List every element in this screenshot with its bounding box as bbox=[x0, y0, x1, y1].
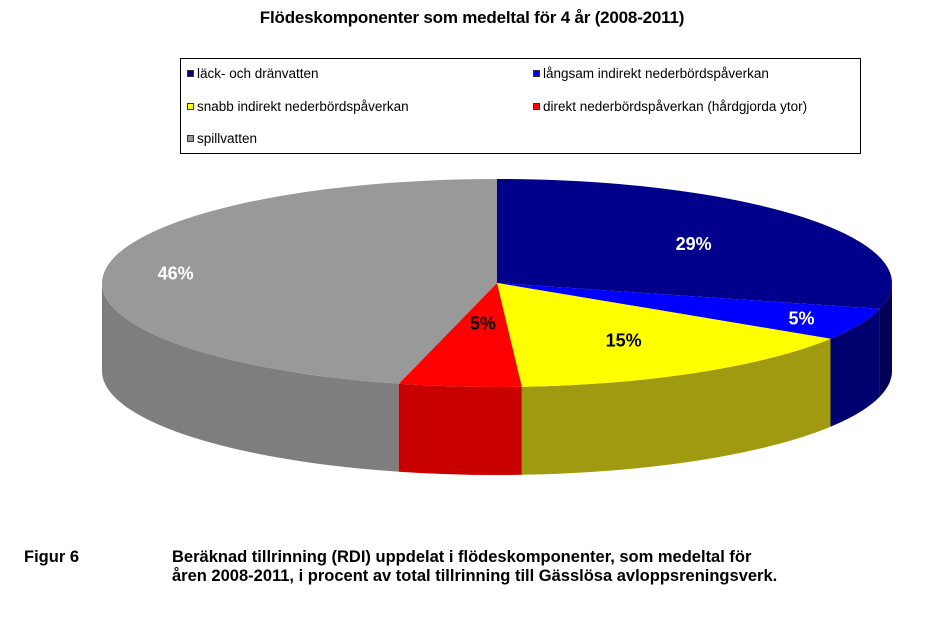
data-label-spillvatten: 46% bbox=[158, 263, 194, 283]
pie-slice-langsam bbox=[497, 283, 880, 339]
data-label-lack-dranvatten: 29% bbox=[676, 234, 712, 254]
legend-item-lack-dranvatten: läck- och dränvatten bbox=[187, 66, 319, 81]
legend-swatch bbox=[187, 70, 194, 77]
pie-side-direkt bbox=[398, 383, 522, 475]
data-label-langsam: 5% bbox=[789, 309, 815, 329]
chart-title: Flödeskomponenter som medeltal för 4 år … bbox=[259, 8, 685, 27]
data-label-direkt: 5% bbox=[470, 313, 496, 333]
legend-swatch bbox=[187, 135, 194, 142]
legend-label: långsam indirekt nederbördspåverkan bbox=[543, 66, 769, 81]
legend-item-direkt: direkt nederbördspåverkan (hårdgjorda yt… bbox=[533, 99, 807, 114]
pie-side-lack-dranvatten bbox=[879, 283, 892, 397]
pie-slice-direkt bbox=[398, 283, 522, 387]
data-label-snabb: 15% bbox=[606, 330, 642, 350]
legend-swatch bbox=[533, 103, 540, 110]
pie-side-snabb bbox=[521, 338, 831, 475]
pie-side-spillvatten bbox=[102, 283, 399, 472]
pie-slice-spillvatten bbox=[101, 179, 498, 384]
chart-legend: läck- och dränvatten långsam indirekt ne… bbox=[180, 58, 861, 154]
legend-swatch bbox=[187, 103, 194, 110]
pie-slice-lack-dranvatten bbox=[497, 179, 892, 309]
caption-line-1: Beräknad tillrinning (RDI) uppdelat i fl… bbox=[172, 548, 752, 566]
legend-label: direkt nederbördspåverkan (hårdgjorda yt… bbox=[543, 99, 808, 114]
legend-item-langsam: långsam indirekt nederbördspåverkan bbox=[533, 66, 769, 81]
caption-line-2: åren 2008-2011, i procent av total tillr… bbox=[172, 567, 778, 585]
pie-slice-snabb bbox=[497, 283, 831, 387]
figure-caption: Beräknad tillrinning (RDI) uppdelat i fl… bbox=[172, 548, 777, 586]
legend-item-spillvatten: spillvatten bbox=[187, 131, 257, 146]
legend-swatch bbox=[533, 70, 540, 77]
legend-label: spillvatten bbox=[197, 131, 258, 146]
figure-label: Figur 6 bbox=[24, 548, 80, 566]
legend-item-snabb: snabb indirekt nederbördspåverkan bbox=[187, 99, 409, 114]
pie-side-langsam bbox=[830, 308, 880, 427]
legend-label: läck- och dränvatten bbox=[197, 66, 319, 81]
legend-label: snabb indirekt nederbördspåverkan bbox=[197, 99, 409, 114]
